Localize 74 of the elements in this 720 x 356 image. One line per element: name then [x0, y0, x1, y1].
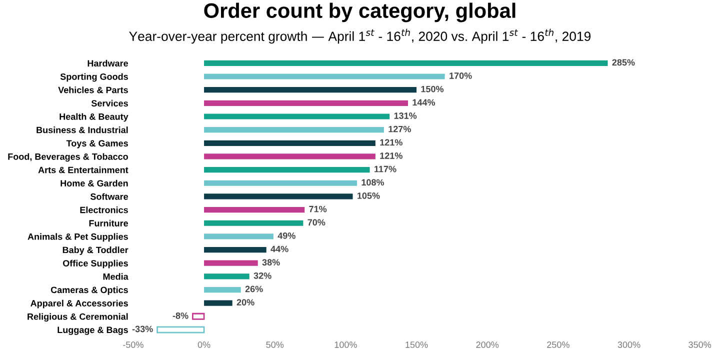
y-tick-label: Furniture [89, 220, 128, 226]
data-label: 131% [394, 112, 417, 119]
bar [204, 260, 258, 266]
bar [204, 206, 305, 213]
y-tick-label: Food, Beverages & Tobacco [8, 153, 128, 162]
y-tick-label: Religious & Ceremonial [28, 313, 128, 322]
bar [204, 167, 370, 173]
data-label: 26% [245, 286, 263, 292]
x-tick-label: 100% [334, 342, 357, 348]
y-tick-label: Animals & Pet Supplies [28, 233, 128, 242]
data-label: 144% [412, 99, 436, 106]
bar [204, 60, 608, 66]
data-label: 170% [450, 72, 472, 79]
x-tick-label: 200% [476, 342, 499, 348]
data-label: 121% [380, 139, 402, 146]
chart-title: Order count by category, global [204, 2, 516, 22]
x-tick-label: 350% [688, 342, 712, 348]
y-tick-label: Health & Beauty [60, 113, 128, 122]
y-tick-label: Baby & Toddler [62, 246, 128, 255]
data-label: 117% [374, 166, 396, 172]
bar [204, 300, 232, 306]
bar [204, 180, 358, 186]
bar [204, 114, 390, 120]
y-tick-label: Apparel & Accessories [30, 300, 128, 308]
bar [204, 74, 445, 80]
bar [204, 220, 304, 226]
x-tick-label: 150% [406, 342, 428, 348]
y-tick-label: Luggage & Bags [58, 326, 128, 335]
y-tick-label: Cameras & Optics [50, 286, 128, 295]
data-label: 44% [270, 246, 288, 252]
data-label: 127% [388, 126, 411, 132]
text: Year-over-year percent growth — April 1$^{st}$ - 16$^{th}$, 2020 vs. April 1$^{st}$ - 16$^{th}$, 2019 [129, 28, 591, 44]
data-label: 49% [278, 232, 296, 239]
x-tick-label: 250% [547, 342, 570, 348]
data-label: 150% [421, 86, 444, 92]
y-tick-label: Arts & Entertainment [38, 166, 128, 174]
bar [204, 100, 408, 106]
data-label: 121% [380, 152, 402, 159]
x-tick-label: 300% [618, 342, 640, 348]
bar [204, 87, 417, 93]
data-label: 105% [358, 192, 380, 199]
y-tick-label: Sporting Goods [60, 73, 128, 82]
data-label: 70% [308, 219, 326, 226]
bar [192, 312, 205, 320]
bar [204, 286, 241, 293]
bar [156, 326, 205, 334]
bar [204, 140, 376, 146]
data-label: 71% [309, 206, 327, 212]
bar [204, 194, 353, 200]
bar [204, 154, 376, 160]
data-label: 38% [262, 259, 280, 266]
y-tick-label: Office Supplies [63, 260, 128, 268]
y-tick-label: Home & Garden [60, 180, 128, 186]
y-tick-label: Services [91, 100, 128, 107]
data-label: 108% [362, 179, 384, 186]
x-tick-label: -50% [123, 342, 144, 348]
data-label: -33% [132, 326, 153, 332]
bar [204, 234, 274, 240]
bar [204, 274, 250, 280]
bar [204, 127, 384, 133]
data-label: -8% [172, 312, 188, 319]
x-tick-label: 50% [266, 342, 284, 348]
y-tick-label: Toys & Games [66, 140, 128, 148]
y-tick-label: Electronics [80, 206, 128, 214]
data-label: 285% [612, 59, 635, 66]
y-tick-label: Vehicles & Parts [58, 86, 128, 94]
data-label: 20% [236, 299, 254, 306]
y-tick-label: Business & Industrial [36, 126, 128, 134]
data-label: 32% [254, 272, 272, 279]
y-tick-label: Software [90, 193, 128, 200]
bar [204, 246, 266, 253]
y-tick-label: Media [103, 273, 128, 280]
y-tick-label: Hardware [88, 60, 128, 67]
x-tick-label: 0% [198, 342, 210, 348]
